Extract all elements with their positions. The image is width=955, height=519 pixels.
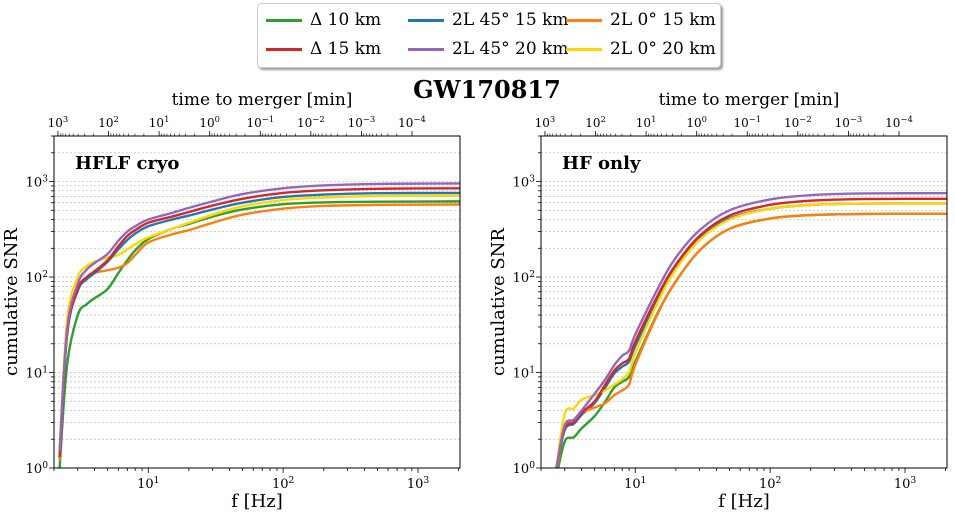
legend-item: Δ 10 km — [266, 10, 381, 30]
legend-label: 2L 0° 20 km — [610, 39, 716, 59]
series-line — [555, 192, 947, 468]
series-group — [58, 182, 460, 468]
top-x-axis-label: time to merger [min] — [659, 90, 840, 110]
series-line — [58, 194, 460, 452]
legend-swatch — [408, 47, 444, 51]
top-x-tick-label: 10−2 — [784, 114, 812, 130]
legend-swatch — [408, 18, 444, 22]
series-line — [555, 202, 947, 468]
legend: Δ 10 km Δ 15 km 2L 45° 15 km 2L 45° 20 k… — [257, 3, 721, 68]
y-tick-label: 100 — [513, 461, 536, 477]
x-tick-label: 102 — [759, 476, 781, 492]
top-x-tick-label: 100 — [686, 114, 707, 130]
legend-label: Δ 10 km — [310, 10, 382, 30]
y-tick-label: 100 — [26, 461, 49, 477]
y-axis-label: cumulative SNR — [1, 228, 22, 376]
x-tick-label: 101 — [137, 476, 159, 492]
y-tick-label: 103 — [513, 175, 536, 191]
top-x-tick-label: 103 — [535, 114, 556, 130]
series-group — [555, 192, 947, 468]
legend-item: 2L 45° 15 km — [408, 10, 569, 30]
legend-item: Δ 15 km — [266, 39, 381, 59]
top-x-axis-label: time to merger [min] — [172, 90, 353, 110]
series-line — [555, 197, 947, 468]
panel-label: HFLF cryo — [75, 153, 179, 174]
y-axis-label: cumulative SNR — [488, 228, 509, 376]
axes-frame — [540, 135, 948, 469]
legend-item: 2L 45° 20 km — [408, 39, 569, 59]
series-line — [557, 212, 947, 468]
panel-label: HF only — [562, 153, 641, 174]
x-axis-label: f [Hz] — [231, 491, 283, 512]
series-line — [58, 200, 460, 468]
series-line — [58, 187, 460, 458]
top-x-tick-label: 10−2 — [297, 114, 325, 130]
top-x-tick-label: 10−4 — [398, 114, 426, 130]
top-x-tick-label: 101 — [636, 114, 657, 130]
y-tick-label: 102 — [26, 270, 48, 286]
y-tick-label: 102 — [513, 270, 535, 286]
top-x-tick-label: 10−1 — [246, 114, 274, 130]
top-x-tick-label: 102 — [98, 114, 119, 130]
top-x-tick-label: 10−3 — [835, 114, 863, 130]
legend-label: 2L 45° 15 km — [452, 10, 569, 30]
top-x-tick-label: 103 — [48, 114, 69, 130]
y-tick-label: 101 — [513, 366, 535, 382]
top-x-tick-label: 10−4 — [885, 114, 913, 130]
panel-hf-only: 101 102 103 100 101 102 103 103 102 101 100 10−1 10−… — [488, 90, 948, 512]
axes-frame — [53, 135, 461, 469]
x-tick-label: 103 — [894, 476, 917, 492]
x-axis-label: f [Hz] — [718, 491, 770, 512]
top-x-tick-label: 10−1 — [733, 114, 761, 130]
x-tick-label: 102 — [272, 476, 294, 492]
top-x-tick-label: 101 — [149, 114, 170, 130]
series-line — [58, 182, 460, 452]
top-x-tick-label: 102 — [585, 114, 606, 130]
legend-swatch — [566, 47, 602, 51]
top-x-tick-label: 10−3 — [348, 114, 376, 130]
x-tick-label: 101 — [624, 476, 646, 492]
series-line — [555, 202, 947, 468]
series-line — [58, 191, 460, 458]
panel-hflf-cryo: 101 102 103 100 101 102 103 103 102 101 100 10−1 10−… — [1, 90, 461, 512]
top-x-tick-label: 100 — [199, 114, 220, 130]
legend-item: 2L 0° 15 km — [566, 10, 716, 30]
series-line — [555, 212, 947, 468]
figure-title: GW170817 — [413, 75, 561, 104]
legend-swatch — [266, 47, 302, 51]
legend-swatch — [266, 18, 302, 22]
legend-label: Δ 15 km — [310, 39, 382, 59]
y-tick-label: 101 — [26, 366, 48, 382]
legend-label: 2L 0° 15 km — [610, 10, 716, 30]
y-tick-label: 103 — [26, 175, 49, 191]
legend-item: 2L 0° 20 km — [566, 39, 716, 59]
legend-label: 2L 45° 20 km — [452, 39, 569, 59]
legend-swatch — [566, 18, 602, 22]
x-tick-label: 103 — [407, 476, 430, 492]
